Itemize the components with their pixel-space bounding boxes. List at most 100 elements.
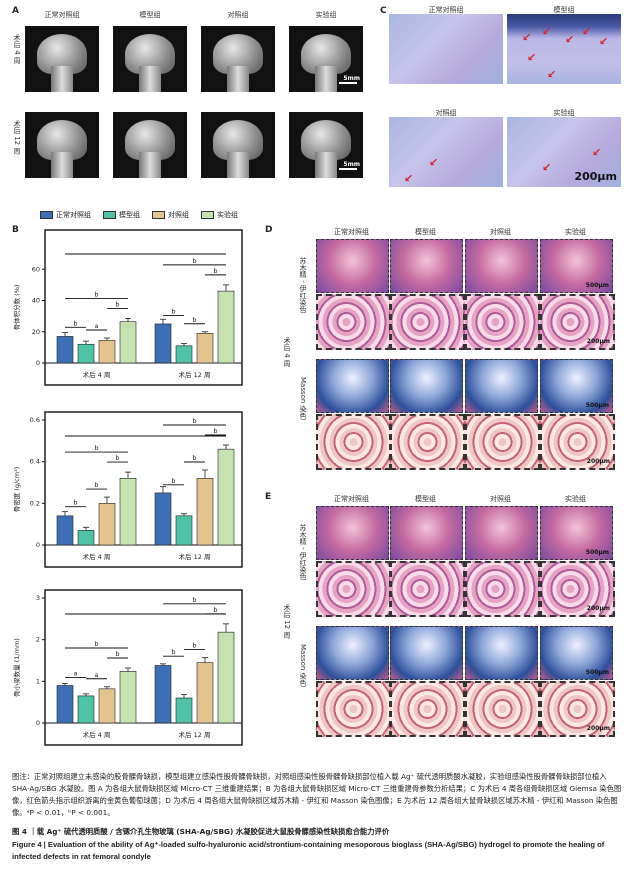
legend-swatch (103, 211, 116, 219)
significance-label: b (171, 648, 175, 656)
bone-shaft (315, 66, 337, 92)
scale-bar-label: 200μm (586, 605, 610, 612)
column-label: 模型组 (139, 11, 161, 19)
histology-image: 200μm (540, 561, 615, 617)
chart-frame (44, 229, 243, 386)
column-label: 模型组 (553, 6, 575, 14)
histology-image (390, 414, 465, 470)
bar (119, 671, 137, 724)
histology-image (316, 506, 389, 560)
significance-label: a (95, 322, 99, 330)
histology-image (390, 681, 465, 737)
histology-image (316, 239, 389, 293)
column-label: 对照组 (435, 109, 457, 117)
significance-label: b (213, 606, 217, 614)
histology-image (316, 294, 391, 350)
panel-a-letter: A (12, 6, 19, 16)
histology-image (390, 506, 463, 560)
column-label: 正常对照组 (334, 228, 369, 236)
bar (77, 695, 95, 724)
giemsa-image: ↙ ↙ (389, 117, 503, 187)
significance-label: b (192, 316, 196, 324)
y-tick-label: 20 (32, 328, 40, 336)
scale-bar-label: 5mm (343, 161, 360, 168)
red-arrow-icon: ↙ (542, 161, 552, 174)
scale-bar-label: 500μm (585, 669, 609, 676)
bar (98, 503, 116, 546)
histology-image (465, 681, 540, 737)
histology-image (465, 506, 538, 560)
bone-shaft (315, 152, 337, 178)
bar (56, 336, 74, 364)
column-label: 模型组 (415, 495, 436, 503)
scale-bar (339, 168, 357, 170)
y-tick-label: 0.2 (30, 499, 40, 507)
histology-image (465, 239, 538, 293)
significance-label: b (192, 596, 196, 604)
bar (77, 343, 95, 364)
bone-shaft (227, 152, 249, 178)
stain-label-masson: Masson 染色 (299, 644, 307, 687)
histology-image (390, 239, 463, 293)
micro-ct-image (201, 26, 275, 92)
giemsa-image: ↙ ↙ 200μm (507, 117, 621, 187)
histology-image (465, 626, 538, 680)
histology-image: 500μm (540, 626, 613, 680)
histology-image (465, 414, 540, 470)
micro-ct-image (25, 26, 99, 92)
column-label: 实验组 (565, 495, 586, 503)
histology-image (316, 561, 391, 617)
x-tick-label: 术后 4 周 (83, 552, 111, 561)
histology-image (390, 359, 463, 413)
giemsa-image: ↙ ↙ ↙ ↙ ↙ ↙ ↙ (507, 14, 621, 84)
bone-shaft (139, 152, 161, 178)
scale-bar-label: 200μm (586, 458, 610, 465)
significance-label: b (94, 290, 98, 298)
figure-title-cn: 图 4 ｜载 Ag⁺ 硫代透明质酸 / 含锶介孔生物玻璃 (SHA-Ag/SBG… (12, 827, 390, 836)
scale-bar-label: 200μm (586, 725, 610, 732)
bar (175, 697, 193, 724)
bar (154, 492, 172, 546)
significance-label: b (192, 454, 196, 462)
significance-label: b (115, 650, 119, 658)
scale-bar-label: 500μm (585, 402, 609, 409)
scale-bar-label: 200μm (574, 170, 617, 183)
bone-shaft (227, 66, 249, 92)
significance-label: b (171, 477, 175, 485)
bar (56, 685, 74, 724)
histology-image (316, 626, 389, 680)
red-arrow-icon: ↙ (522, 31, 532, 44)
scale-bar-label: 500μm (585, 282, 609, 289)
y-tick-label: 0 (36, 719, 40, 727)
red-arrow-icon: ↙ (582, 25, 592, 38)
bar (56, 515, 74, 546)
column-label: 实验组 (565, 228, 586, 236)
bar (119, 321, 137, 364)
bar (217, 290, 235, 364)
stain-label-masson: Masson 染色 (299, 377, 307, 420)
legend-swatch (201, 211, 214, 219)
figure-title-en: Figure 4 | Evaluation of the ability of … (12, 840, 605, 861)
histology-image (390, 294, 465, 350)
red-arrow-icon: ↙ (542, 25, 552, 38)
significance-label: b (115, 300, 119, 308)
figure-note: 图注：正常对照组建立未感染的股骨髁骨缺损，模型组建立感染性股骨髁骨缺损，对照组感… (12, 772, 622, 817)
red-arrow-icon: ↙ (547, 68, 557, 81)
bar (217, 448, 235, 546)
y-tick-label: 40 (32, 297, 40, 305)
chart-frame (44, 589, 243, 746)
x-tick-label: 术后 4 周 (83, 730, 111, 739)
row-label: 术后 12 周 (283, 604, 291, 639)
bone-shaft (51, 152, 73, 178)
y-tick-label: 0 (36, 359, 40, 367)
significance-label: a (74, 669, 78, 677)
column-label: 正常对照组 (44, 11, 80, 19)
scale-bar-label: 5mm (343, 75, 360, 82)
red-arrow-icon: ↙ (429, 156, 439, 169)
x-tick-label: 术后 12 周 (179, 552, 211, 561)
legend-label: 正常对照组 (56, 211, 91, 219)
histology-image (316, 359, 389, 413)
significance-label: b (213, 267, 217, 275)
bar (175, 515, 193, 546)
histology-image: 500μm (540, 506, 613, 560)
